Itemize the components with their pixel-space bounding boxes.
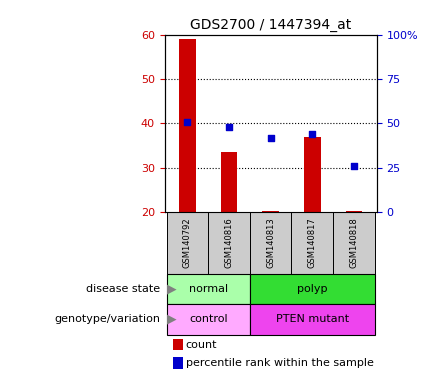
Point (184, 119, 191, 125)
Bar (333, 212, 375, 273)
Bar (167, 212, 208, 273)
Bar (304, 137, 320, 212)
Text: count: count (186, 339, 217, 350)
Text: GSM140818: GSM140818 (349, 218, 359, 268)
Point (350, 163, 357, 169)
Bar (250, 304, 375, 334)
Text: percentile rank within the sample: percentile rank within the sample (186, 358, 374, 368)
Text: PTEN mutant: PTEN mutant (276, 314, 349, 324)
Title: GDS2700 / 1447394_at: GDS2700 / 1447394_at (190, 18, 351, 32)
Point (309, 131, 316, 137)
Text: GSM140813: GSM140813 (266, 218, 275, 268)
Text: polyp: polyp (297, 284, 327, 294)
Bar (208, 212, 250, 273)
Text: GSM140792: GSM140792 (183, 218, 192, 268)
Point (226, 124, 233, 130)
Bar (250, 212, 291, 273)
Text: GSM140816: GSM140816 (225, 218, 233, 268)
Bar (173, 339, 183, 351)
Text: normal: normal (189, 284, 228, 294)
Text: GSM140817: GSM140817 (308, 218, 317, 268)
Text: control: control (189, 314, 227, 324)
Bar (221, 152, 237, 212)
Bar (291, 212, 333, 273)
Text: ▶: ▶ (167, 313, 176, 326)
Text: disease state: disease state (86, 284, 160, 294)
Text: ▶: ▶ (167, 282, 176, 295)
Bar (167, 273, 250, 304)
Point (267, 135, 274, 141)
Bar (250, 273, 375, 304)
Text: genotype/variation: genotype/variation (54, 314, 160, 324)
Bar (179, 39, 196, 212)
Bar (167, 304, 250, 334)
Bar (173, 357, 183, 369)
